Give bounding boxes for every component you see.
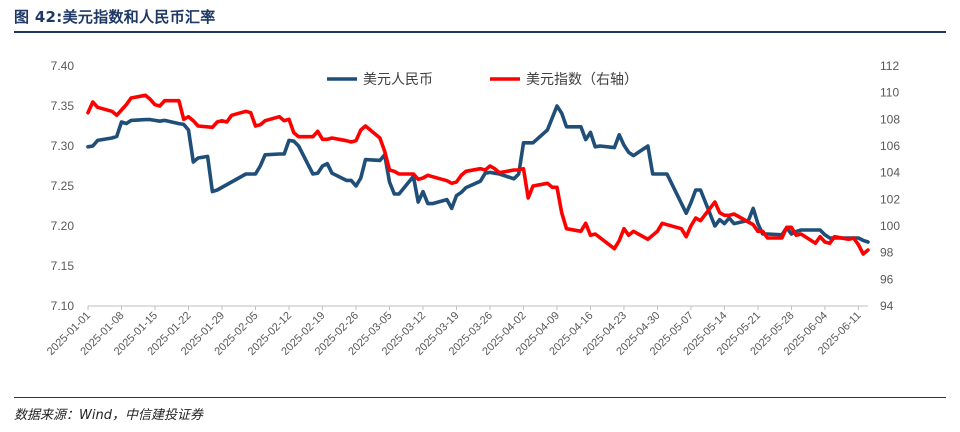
- series-layer: [86, 93, 870, 256]
- right-tick-label: 100: [880, 219, 900, 233]
- right-tick-label: 108: [880, 112, 900, 126]
- left-tick-label: 7.25: [51, 179, 75, 193]
- source-rule: [14, 397, 946, 398]
- legend: 美元人民币 美元指数（右轴）: [327, 72, 638, 88]
- right-tick-label: 106: [880, 139, 900, 153]
- legend-usdcny-label: 美元人民币: [363, 72, 433, 88]
- right-axis-ticks: 94 96 98 100 102 104 106 108 110 112: [880, 59, 900, 313]
- right-tick-label: 104: [880, 166, 900, 180]
- line-chart: 7.10 7.15 7.20 7.25 7.30 7.35 7.40 94 96 98 100 10…: [45, 59, 901, 358]
- left-tick-label: 7.40: [51, 59, 75, 73]
- right-tick-label: 112: [880, 59, 899, 73]
- left-axis-ticks: 7.10 7.15 7.20 7.25 7.30 7.35 7.40: [51, 59, 75, 313]
- title-rule: [14, 31, 946, 33]
- left-tick-label: 7.15: [51, 259, 75, 273]
- left-tick-label: 7.30: [51, 139, 75, 153]
- right-tick-label: 98: [880, 246, 894, 260]
- left-tick-label: 7.35: [51, 99, 75, 113]
- right-tick-label: 110: [880, 86, 899, 100]
- left-tick-label: 7.10: [51, 299, 75, 313]
- series-line-usdcny: [86, 104, 870, 244]
- figure-title: 图 42:美元指数和人民币汇率: [14, 8, 216, 26]
- series-line-dollar-index: [86, 93, 870, 256]
- x-axis: 2025-01-012025-01-082025-01-152025-01-22…: [45, 305, 868, 358]
- left-tick-label: 7.20: [51, 219, 75, 233]
- right-tick-label: 96: [880, 272, 894, 286]
- right-tick-label: 94: [880, 299, 894, 313]
- legend-dollar-index-label: 美元指数（右轴）: [526, 72, 638, 88]
- source-note: 数据来源：Wind，中信建投证券: [14, 408, 203, 423]
- right-tick-label: 102: [880, 192, 900, 206]
